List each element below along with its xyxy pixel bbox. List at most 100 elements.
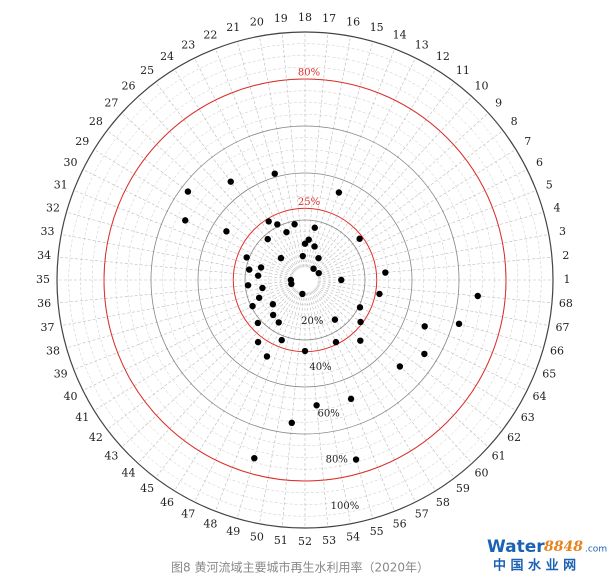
spoke	[317, 234, 549, 278]
ring	[56, 31, 554, 529]
point	[301, 347, 309, 355]
point	[382, 269, 389, 276]
minor-ring	[162, 137, 448, 423]
category-label: 8	[511, 115, 518, 128]
minor-ring	[174, 149, 436, 411]
spoke	[137, 289, 297, 464]
point	[182, 217, 189, 224]
r-tick-label: 40%	[309, 362, 331, 373]
spoke	[312, 81, 455, 270]
point	[257, 264, 265, 271]
point	[310, 265, 317, 272]
point	[305, 236, 312, 243]
minor-ring	[209, 184, 401, 376]
point	[356, 304, 364, 311]
point	[283, 228, 290, 236]
spoke	[315, 130, 504, 273]
category-label: 66	[550, 345, 564, 358]
spoke	[315, 286, 517, 411]
ring	[197, 172, 413, 388]
spoke	[121, 112, 296, 272]
point	[277, 254, 285, 262]
category-label: 32	[46, 201, 60, 214]
spoke	[315, 287, 504, 430]
category-label: 51	[274, 534, 288, 547]
spoke	[317, 282, 549, 326]
category-label: 22	[203, 29, 217, 42]
category-label: 19	[274, 12, 288, 25]
spoke	[307, 36, 351, 268]
category-label: 5	[546, 178, 553, 191]
point	[271, 170, 278, 177]
category-label: 42	[89, 431, 103, 444]
reference-label: 80%	[298, 68, 320, 79]
category-label: 62	[507, 431, 521, 444]
point	[246, 266, 253, 273]
point	[313, 402, 320, 409]
spoke	[137, 96, 297, 271]
category-label: 47	[181, 508, 195, 521]
point	[352, 456, 360, 463]
point	[421, 350, 428, 358]
spoke	[73, 190, 293, 276]
spoke	[106, 130, 295, 273]
category-label: 30	[63, 156, 77, 169]
point	[254, 272, 262, 279]
minor-ring	[139, 114, 471, 446]
point	[315, 269, 322, 277]
point	[311, 224, 318, 231]
spoke	[309, 48, 395, 268]
category-label: 11	[456, 64, 470, 77]
spoke	[66, 211, 293, 277]
category-label: 61	[492, 450, 506, 463]
spoke	[215, 48, 301, 268]
point	[265, 218, 272, 225]
spoke	[58, 256, 293, 280]
category-label: 35	[36, 273, 50, 286]
point	[184, 188, 192, 195]
spoke	[317, 256, 552, 280]
point	[288, 280, 295, 288]
point	[335, 189, 343, 196]
category-label: 37	[40, 321, 54, 334]
spoke	[155, 81, 298, 270]
point	[474, 292, 481, 300]
category-label: 53	[322, 534, 336, 547]
point	[244, 282, 252, 289]
point	[291, 221, 298, 228]
spoke	[82, 169, 294, 275]
spoke	[281, 292, 305, 527]
point	[347, 395, 355, 403]
category-label: 13	[415, 38, 429, 51]
spoke	[316, 169, 528, 275]
category-label: 16	[346, 15, 360, 28]
point	[223, 228, 230, 235]
category-label: 57	[415, 508, 429, 521]
spoke	[194, 291, 300, 503]
point	[274, 221, 281, 228]
category-label: 64	[533, 390, 547, 403]
category-label: 1	[564, 273, 571, 286]
spoke	[317, 283, 544, 349]
point	[249, 302, 256, 310]
category-label: 67	[556, 321, 570, 334]
category-label: 49	[226, 525, 240, 538]
point	[357, 337, 364, 344]
point	[356, 235, 363, 242]
spoke	[311, 290, 436, 492]
category-label: 45	[140, 482, 154, 495]
point	[251, 454, 258, 462]
spoke	[307, 292, 351, 524]
category-label: 6	[536, 156, 543, 169]
spoke	[312, 290, 455, 479]
category-label: 26	[121, 79, 135, 92]
spoke	[317, 190, 537, 276]
spoke	[106, 287, 295, 430]
category-label: 39	[54, 368, 68, 381]
watermark-brand: Water	[487, 537, 545, 557]
spoke	[313, 289, 473, 464]
point	[332, 338, 340, 346]
spoke	[317, 280, 552, 304]
category-label: 20	[250, 15, 264, 28]
category-label: 50	[250, 531, 264, 544]
